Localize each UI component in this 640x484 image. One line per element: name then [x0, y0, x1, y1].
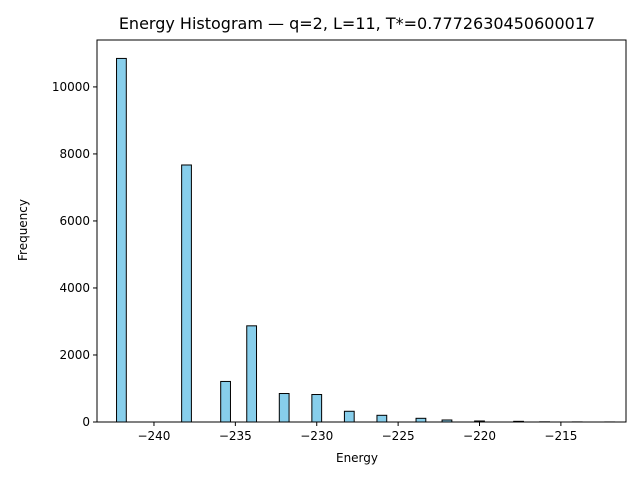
histogram-bar-5 — [312, 395, 322, 422]
bars-group — [117, 58, 615, 422]
y-tick-label-0: 0 — [82, 415, 90, 429]
chart-title: Energy Histogram — q=2, L=11, T*=0.77726… — [119, 14, 595, 33]
x-axis-label: Energy — [336, 451, 378, 465]
x-tick-label-4: −220 — [463, 429, 496, 443]
histogram-bar-0 — [117, 58, 127, 422]
histogram-bar-1 — [182, 165, 192, 422]
y-axis: 0 2000 4000 6000 8000 10000 — [52, 80, 97, 429]
y-tick-label-5: 10000 — [52, 80, 90, 94]
x-axis: −240 −235 −230 −225 −220 −215 — [137, 422, 577, 443]
plot-frame — [97, 40, 626, 422]
x-tick-label-0: −240 — [137, 429, 170, 443]
histogram-bar-4 — [279, 394, 289, 422]
y-tick-label-2: 4000 — [59, 281, 90, 295]
histogram-bar-7 — [377, 415, 387, 422]
histogram-bar-8 — [416, 418, 426, 422]
y-tick-label-4: 8000 — [59, 147, 90, 161]
x-tick-label-2: −230 — [300, 429, 333, 443]
y-axis-label: Frequency — [16, 199, 30, 261]
histogram-bar-3 — [247, 326, 257, 422]
y-tick-label-3: 6000 — [59, 214, 90, 228]
y-tick-label-1: 2000 — [59, 348, 90, 362]
x-tick-label-1: −235 — [219, 429, 252, 443]
x-tick-label-3: −225 — [382, 429, 415, 443]
x-tick-label-5: −215 — [544, 429, 577, 443]
histogram-bar-6 — [344, 411, 354, 422]
histogram-bar-2 — [221, 381, 231, 422]
